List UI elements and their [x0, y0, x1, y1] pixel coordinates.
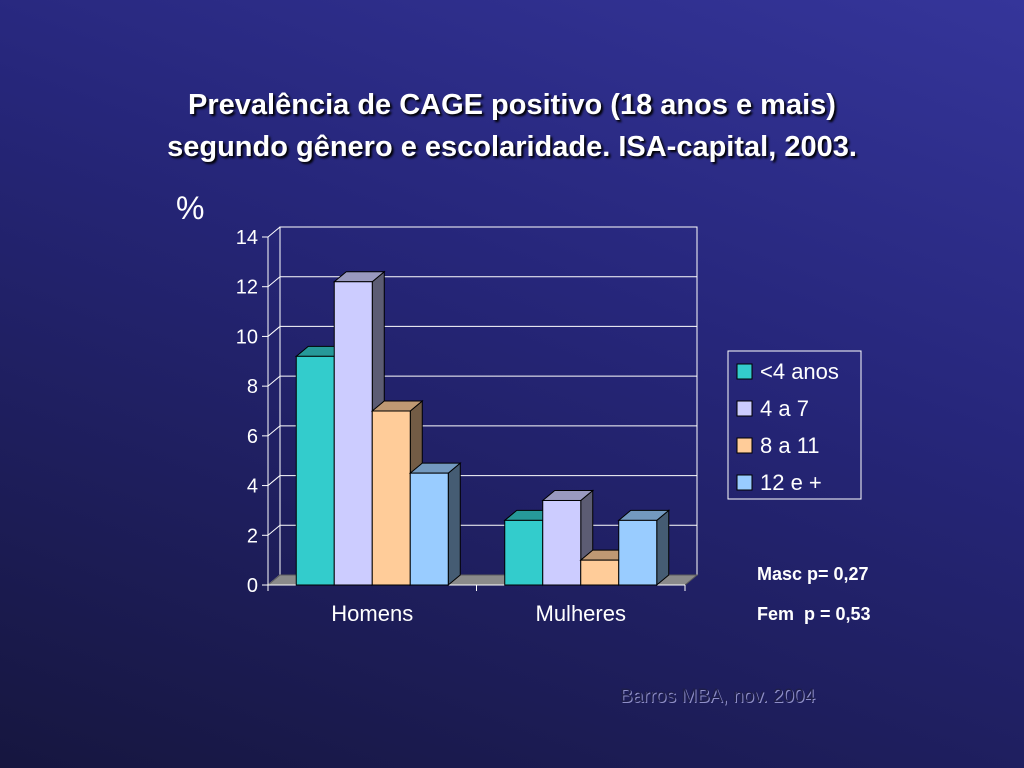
slide-title: Prevalência de CAGE positivo (18 anos e … [0, 84, 1024, 168]
y-axis-unit-label: % [176, 190, 205, 226]
legend-label: <4 anos [760, 359, 839, 384]
bar [333, 281, 373, 586]
legend-box [727, 350, 862, 500]
y-tick-label: 0 [247, 575, 258, 597]
gridline-side [267, 524, 281, 536]
gridline-side [267, 475, 281, 486]
legend-label: 12 e + [760, 470, 822, 495]
fem-p-value: Fem p = 0,53 [757, 604, 871, 624]
y-tick-label: 12 [236, 277, 258, 299]
gridline-side [267, 425, 281, 437]
x-tick-label: Mulheres [536, 601, 626, 626]
legend-swatch [736, 437, 753, 454]
gridline-side [267, 375, 281, 387]
legend-swatch [736, 363, 753, 380]
y-tick-label: 10 [236, 326, 258, 348]
bar [295, 355, 335, 586]
x-tick-label: Homens [331, 601, 413, 626]
credit-text: Barros MBA, nov. 2004 [620, 686, 816, 707]
y-tick-label: 8 [247, 376, 258, 398]
legend-swatch [736, 400, 753, 417]
legend-label: 4 a 7 [760, 396, 809, 421]
y-tick-label: 2 [247, 525, 258, 547]
bar-side [447, 462, 461, 587]
gridline-side [267, 226, 281, 238]
legend-label: 8 a 11 [760, 433, 820, 458]
y-tick-label: 4 [247, 476, 258, 498]
y-tick-label: 6 [247, 426, 258, 448]
title-line-1: Prevalência de CAGE positivo (18 anos e … [188, 89, 836, 121]
bar [580, 559, 620, 586]
legend-swatch [736, 474, 753, 491]
title-line-2: segundo gênero e escolaridade. ISA-capit… [167, 131, 857, 163]
bar [504, 519, 544, 586]
bar [618, 519, 658, 586]
bar-side [656, 509, 670, 587]
gridline-side [267, 276, 281, 288]
y-tick-label: 14 [236, 227, 258, 249]
masc-p-value: Masc p= 0,27 [757, 564, 869, 584]
gridline-side [267, 326, 281, 337]
bar [371, 410, 411, 586]
bar [409, 472, 449, 586]
bar [542, 499, 582, 586]
